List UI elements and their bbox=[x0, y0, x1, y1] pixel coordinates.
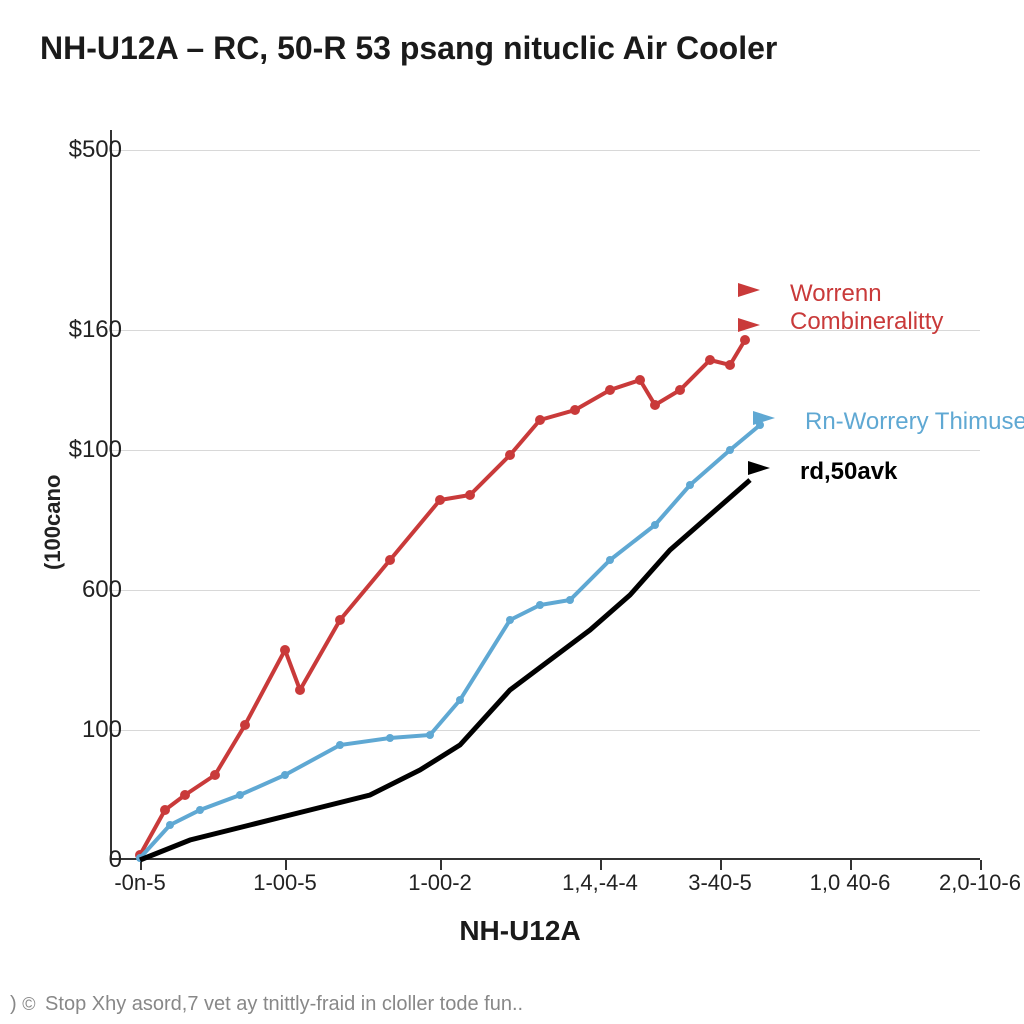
x-axis-label: NH-U12A bbox=[459, 915, 580, 947]
xtick-mark bbox=[285, 860, 287, 870]
xtick-mark bbox=[600, 860, 602, 870]
series-label-rn-worrery: Rn-Worrery Thimuse bbox=[805, 408, 1024, 436]
paren-icon: ) bbox=[10, 993, 22, 1015]
xtick-mark bbox=[850, 860, 852, 870]
ytick-label: 100 bbox=[42, 716, 122, 744]
ytick-label: $160 bbox=[42, 316, 122, 344]
line-layer bbox=[110, 130, 980, 860]
ytick-label: $500 bbox=[42, 136, 122, 164]
xtick-mark bbox=[980, 860, 982, 870]
chart-title: NH-U12A – RC, 50-R 53 psang nituclic Air… bbox=[40, 30, 777, 67]
xtick-label: 1,4,-4-4 bbox=[562, 870, 638, 896]
series-label-rd50avk: rd,50avk bbox=[800, 458, 897, 486]
series-label-worrenn: Worrenn Combineralitty bbox=[790, 280, 943, 336]
ytick-label: 0 bbox=[42, 846, 122, 874]
ytick-label: $100 bbox=[42, 436, 122, 464]
copyright-icon: © bbox=[22, 994, 35, 1014]
xtick-label: -0n-5 bbox=[114, 870, 165, 896]
y-axis-label-partial: (100cano bbox=[40, 475, 66, 570]
xtick-label: 3-40-5 bbox=[688, 870, 752, 896]
xtick-label: 2,0-10-6 bbox=[939, 870, 1021, 896]
chart-area: (100cano bbox=[40, 130, 1000, 920]
xtick-label: 1,0 40-6 bbox=[810, 870, 891, 896]
series-label-line: Worrenn bbox=[790, 280, 943, 308]
xtick-mark bbox=[440, 860, 442, 870]
plot-region: Worrenn Combineralitty Rn-Worrery Thimus… bbox=[110, 130, 980, 860]
xtick-label: 1-00-5 bbox=[253, 870, 317, 896]
ytick-label: 600 bbox=[42, 576, 122, 604]
xtick-label: 1-00-2 bbox=[408, 870, 472, 896]
footer-caption: ) © Stop Xhy asord,7 vet ay tnittly-frai… bbox=[10, 993, 523, 1016]
series-label-line: Combineralitty bbox=[790, 308, 943, 336]
xtick-mark bbox=[720, 860, 722, 870]
footer-text: Stop Xhy asord,7 vet ay tnittly-fraid in… bbox=[45, 993, 523, 1015]
